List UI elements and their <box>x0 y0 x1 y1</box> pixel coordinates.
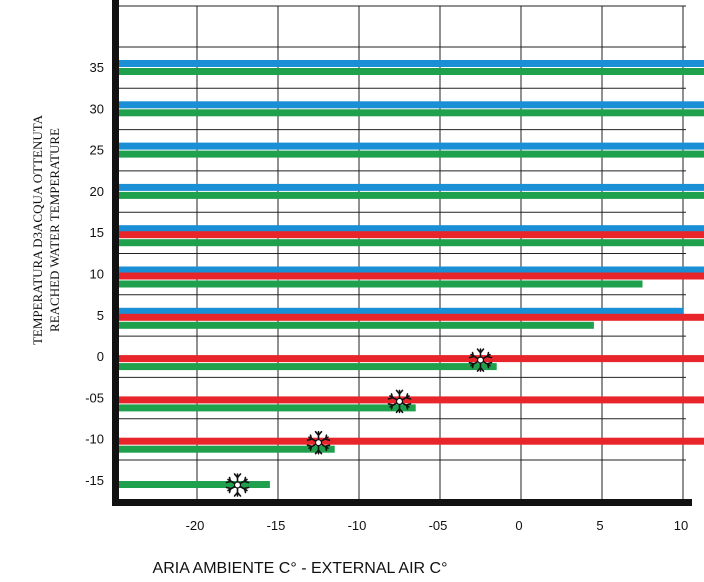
grid <box>116 5 686 502</box>
bar-blue-10 <box>119 266 704 274</box>
bar-red--10 <box>119 437 704 445</box>
bar-blue-5 <box>119 307 683 315</box>
y-tick-labels: 35 30 25 20 15 10 5 0 -05 -10 -15 <box>85 60 104 488</box>
bar-green--10 <box>119 445 335 453</box>
y-tick-label: 15 <box>90 225 104 240</box>
bar-red-15 <box>119 231 704 239</box>
y-tick-label: 25 <box>90 143 104 158</box>
y-tick-label: -10 <box>85 432 104 447</box>
x-tick-label: -20 <box>186 518 205 533</box>
bar-red-0 <box>119 355 704 363</box>
bar-green-15 <box>119 239 704 247</box>
axes <box>112 0 692 506</box>
bar-green--15 <box>119 481 270 488</box>
y-tick-label: 10 <box>90 267 104 282</box>
bar-green-25 <box>119 150 704 158</box>
bar-green-30 <box>119 109 704 117</box>
y-axis-title-line-2: REACHED WATER TEMPERATURE <box>47 128 62 332</box>
y-axis-title: TEMPERATURA D3ACQUA OTTENUTA REACHED WAT… <box>30 114 62 345</box>
bar-green--05 <box>119 404 416 412</box>
x-tick-label: -10 <box>348 518 367 533</box>
x-tick-labels: -20-15-10-05051015202530354045 <box>186 518 689 533</box>
y-tick-label: -15 <box>85 473 104 488</box>
x-axis-title: ARIA AMBIENTE C° - EXTERNAL AIR C° <box>153 560 448 577</box>
y-tick-label: 0 <box>97 349 104 364</box>
y-axis-title-line-1: TEMPERATURA D3ACQUA OTTENUTA <box>30 114 45 345</box>
y-tick-label: 20 <box>90 184 104 199</box>
bar-blue-25 <box>119 142 704 150</box>
x-tick-label: 5 <box>596 518 603 533</box>
bar-red-5 <box>119 313 704 321</box>
bar-green-10 <box>119 280 643 288</box>
bar-blue-20 <box>119 183 704 191</box>
bar-red--05 <box>119 396 704 404</box>
y-tick-label: 35 <box>90 60 104 75</box>
x-tick-label: -05 <box>429 518 448 533</box>
x-axis-line <box>112 499 692 506</box>
y-axis-line <box>112 0 119 506</box>
bar-blue-30 <box>119 101 704 109</box>
bar-green-5 <box>119 321 594 329</box>
y-tick-label: 30 <box>90 101 104 116</box>
y-tick-label: 5 <box>97 308 104 323</box>
bar-blue-35 <box>119 60 704 67</box>
x-tick-label: 0 <box>515 518 522 533</box>
x-tick-label: 10 <box>674 518 688 533</box>
y-tick-label: -05 <box>85 390 104 405</box>
bar-blue-15 <box>119 225 704 233</box>
bar-red-10 <box>119 272 704 280</box>
bar-green-0 <box>119 363 497 371</box>
bars <box>119 60 704 488</box>
bar-green-20 <box>119 191 704 199</box>
bar-green-35 <box>119 68 704 75</box>
x-tick-label: -15 <box>267 518 286 533</box>
